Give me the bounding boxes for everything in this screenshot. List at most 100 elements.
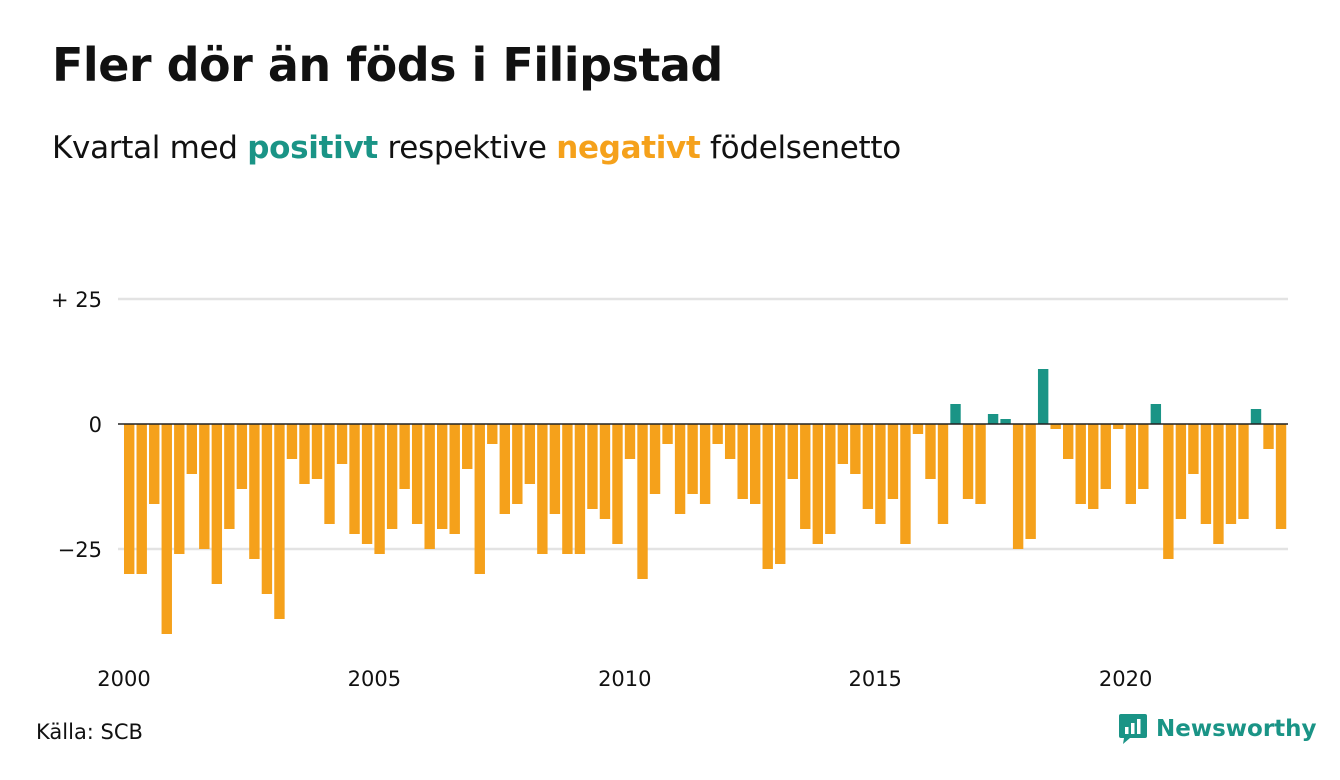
bar xyxy=(574,424,586,554)
bar xyxy=(386,424,398,529)
bar xyxy=(261,424,273,594)
bar xyxy=(762,424,773,569)
bar xyxy=(1125,424,1136,504)
y-tick-label: + 25 xyxy=(51,288,102,312)
y-tick-label: −25 xyxy=(58,538,102,562)
bar xyxy=(950,404,961,424)
bar xyxy=(349,424,360,534)
bar xyxy=(499,424,510,514)
bar xyxy=(249,424,260,559)
bar xyxy=(1088,424,1099,509)
bar xyxy=(1138,424,1149,489)
subtitle-middle: respektive xyxy=(387,130,547,166)
x-tick-label: 2010 xyxy=(598,667,651,691)
bar xyxy=(1100,424,1111,489)
bar xyxy=(887,424,899,499)
bar xyxy=(637,424,648,579)
subtitle-prefix: Kvartal med xyxy=(52,130,238,166)
bar xyxy=(236,424,248,489)
bar xyxy=(324,424,335,524)
bar xyxy=(1238,424,1249,519)
bar xyxy=(587,424,598,509)
bar xyxy=(1050,424,1061,429)
bar xyxy=(1275,424,1287,529)
bar xyxy=(1225,424,1237,524)
bar xyxy=(662,424,673,444)
bar xyxy=(699,424,711,504)
chart-title: Fler dör än föds i Filipstad xyxy=(52,38,723,92)
bar xyxy=(1150,404,1162,424)
bar xyxy=(1000,419,1011,424)
bar xyxy=(1037,369,1049,424)
bar xyxy=(512,424,523,504)
bar xyxy=(787,424,798,479)
bar xyxy=(1263,424,1274,449)
bar xyxy=(199,424,210,549)
bar xyxy=(399,424,410,489)
bar xyxy=(136,424,147,574)
x-tick-label: 2005 xyxy=(348,667,401,691)
bar xyxy=(411,424,423,524)
bar xyxy=(1213,424,1224,544)
bar xyxy=(149,424,160,504)
x-tick-label: 2020 xyxy=(1099,667,1152,691)
bar xyxy=(1250,409,1262,424)
bar xyxy=(987,414,999,424)
subtitle-negative-legend: negativt xyxy=(556,130,701,166)
bar xyxy=(211,424,223,584)
bar xyxy=(812,424,823,544)
bar xyxy=(361,424,373,544)
bar xyxy=(224,424,235,529)
bar xyxy=(975,424,986,504)
bar xyxy=(750,424,761,504)
bar xyxy=(437,424,448,529)
y-tick-label: 0 xyxy=(89,413,102,437)
bar xyxy=(1175,424,1187,519)
bar xyxy=(286,424,298,459)
bar xyxy=(850,424,861,474)
bar xyxy=(937,424,949,524)
brand-name: Newsworthy xyxy=(1156,716,1317,742)
bar xyxy=(537,424,548,554)
bar xyxy=(549,424,561,514)
bar xyxy=(186,424,197,474)
bar xyxy=(712,424,723,444)
bar xyxy=(687,424,698,494)
bar xyxy=(462,424,473,469)
bar xyxy=(925,424,936,479)
bar xyxy=(299,424,310,484)
bar xyxy=(449,424,460,534)
bar xyxy=(374,424,385,554)
bar xyxy=(737,424,748,499)
bar xyxy=(524,424,536,484)
bar xyxy=(174,424,185,554)
bar xyxy=(912,424,924,434)
bar xyxy=(274,424,285,619)
bar xyxy=(624,424,636,459)
bar xyxy=(825,424,836,534)
bar xyxy=(562,424,573,554)
bar xyxy=(1063,424,1074,459)
bar xyxy=(599,424,611,519)
bar xyxy=(962,424,974,499)
bar xyxy=(311,424,323,479)
bar xyxy=(336,424,348,464)
x-tick-label: 2015 xyxy=(848,667,901,691)
bar xyxy=(474,424,485,574)
bar xyxy=(1012,424,1024,549)
bar xyxy=(800,424,811,529)
bar xyxy=(487,424,498,444)
subtitle-positive-legend: positivt xyxy=(247,130,378,166)
bar xyxy=(900,424,911,544)
bar xyxy=(424,424,435,549)
bar xyxy=(1188,424,1199,474)
bar xyxy=(161,424,172,634)
chart-subtitle: Kvartal med positivt respektive negativt… xyxy=(52,130,901,166)
bar xyxy=(1113,424,1124,429)
bar xyxy=(875,424,886,524)
newsworthy-logo-icon xyxy=(1119,714,1147,744)
bar xyxy=(124,424,135,574)
bar xyxy=(674,424,686,514)
brand-logo: Newsworthy xyxy=(1118,712,1317,746)
